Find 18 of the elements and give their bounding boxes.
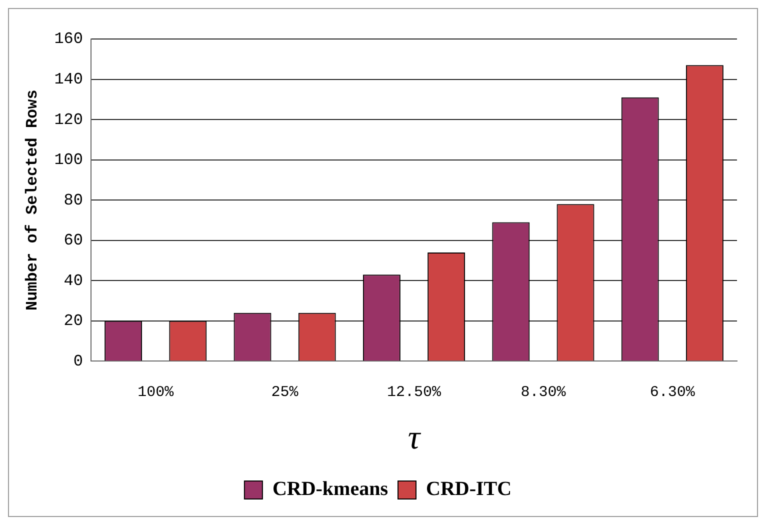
y-tick-label: 40 bbox=[64, 272, 84, 290]
y-tick-label: 100 bbox=[54, 151, 84, 170]
y-axis-title: Number of Selected Rows bbox=[24, 90, 42, 311]
x-tick-label: 12.50% bbox=[386, 384, 442, 402]
x-tick-label: 6.30% bbox=[650, 384, 696, 402]
x-tick-label: 25% bbox=[271, 384, 300, 402]
legend-label: CRD-kmeans bbox=[272, 478, 388, 500]
x-axis-title: τ bbox=[408, 420, 422, 457]
y-tick-label: 120 bbox=[54, 110, 84, 129]
y-tick-label: 0 bbox=[73, 352, 84, 370]
legend-label: CRD-ITC bbox=[426, 478, 512, 500]
y-tick-label: 60 bbox=[64, 232, 84, 250]
x-tick-label: 8.30% bbox=[520, 384, 567, 402]
x-tick-label: 100% bbox=[138, 384, 175, 402]
y-tick-label: 20 bbox=[64, 312, 84, 330]
y-tick-label: 80 bbox=[64, 191, 84, 210]
y-tick-label: 160 bbox=[54, 30, 84, 48]
y-tick-label: 140 bbox=[54, 70, 84, 89]
